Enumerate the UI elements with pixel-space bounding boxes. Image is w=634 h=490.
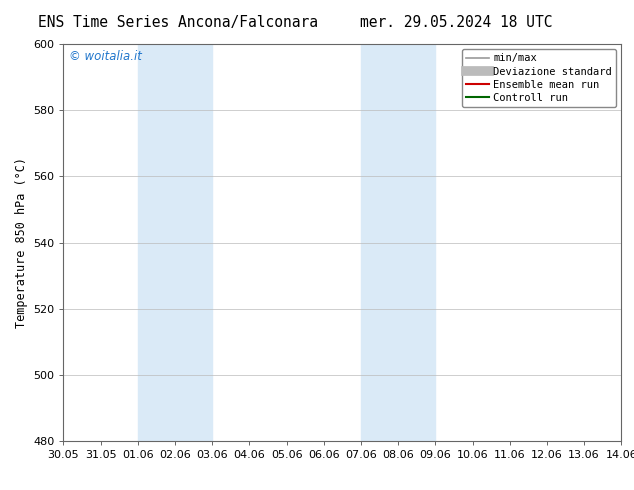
Text: ENS Time Series Ancona/Falconara: ENS Time Series Ancona/Falconara bbox=[37, 15, 318, 30]
Bar bbox=[361, 44, 436, 441]
Text: mer. 29.05.2024 18 UTC: mer. 29.05.2024 18 UTC bbox=[360, 15, 553, 30]
Legend: min/max, Deviazione standard, Ensemble mean run, Controll run: min/max, Deviazione standard, Ensemble m… bbox=[462, 49, 616, 107]
Y-axis label: Temperature 850 hPa (°C): Temperature 850 hPa (°C) bbox=[15, 157, 27, 328]
Bar bbox=[138, 44, 212, 441]
Text: © woitalia.it: © woitalia.it bbox=[69, 50, 142, 63]
